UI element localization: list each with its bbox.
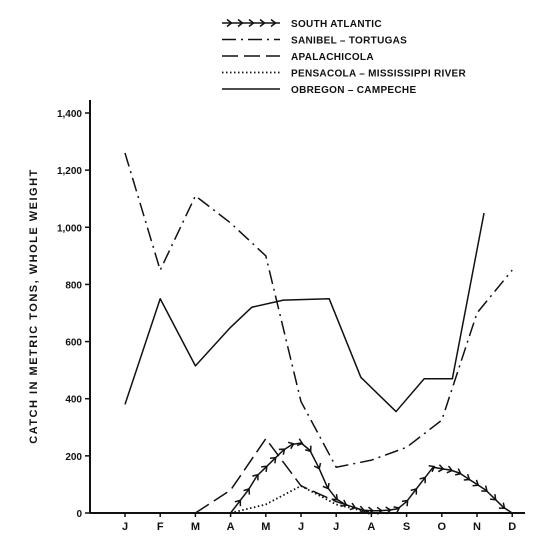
series-marker-0: [313, 462, 322, 470]
x-tick-label: A: [227, 521, 235, 533]
series-marker-0: [261, 465, 268, 472]
series-marker-0: [234, 499, 242, 507]
y-tick-label: 200: [65, 452, 82, 463]
series-line-3: [230, 484, 372, 514]
x-tick-label: M: [261, 521, 270, 533]
series-line-0: [230, 442, 513, 514]
series-marker-0: [376, 506, 383, 515]
series-line-2: [194, 437, 372, 514]
series-marker-0: [419, 476, 426, 484]
legend-marker: [226, 18, 233, 28]
axes: 0 200 400 600 800 1,000 1,200 1,400 J F M A M J J A S O N D…: [28, 100, 525, 533]
series-line-4: [124, 212, 485, 413]
legend: SOUTH ATLANTIC SANIBEL – TORTUGAS APALACHI…: [222, 18, 467, 96]
series-marker-0: [367, 506, 375, 515]
x-tick-label: D: [508, 521, 516, 533]
series-marker-0: [463, 473, 471, 481]
series-marker-0: [331, 494, 339, 501]
series-marker-0: [287, 441, 295, 450]
y-tick-label: 600: [65, 338, 82, 349]
series-marker-0: [428, 464, 436, 473]
series-marker-0: [437, 464, 445, 473]
y-tick-label: 1,400: [57, 109, 82, 120]
series-group: [124, 152, 513, 515]
series-marker-0: [481, 485, 488, 492]
legend-marker: [248, 18, 255, 28]
series-marker-0: [410, 487, 418, 495]
y-tick-label: 800: [65, 280, 82, 291]
y-axis-label: CATCH IN METRIC TONS, WHOLE WEIGHT: [28, 168, 40, 443]
series-marker-0: [393, 506, 401, 514]
x-tick-label: F: [157, 521, 164, 533]
x-tick-label: J: [122, 521, 128, 533]
x-tick-label: J: [298, 521, 304, 533]
series-marker-0: [498, 502, 506, 510]
y-tick-label: 0: [76, 509, 82, 520]
legend-label-3: PENSACOLA – MISSISSIPPI RIVER: [291, 69, 467, 80]
series-marker-0: [278, 448, 286, 455]
x-tick-label: M: [191, 521, 200, 533]
x-tick-label: S: [403, 521, 410, 533]
series-marker-0: [401, 499, 409, 507]
legend-label-1: SANIBEL – TORTUGAS: [291, 36, 407, 47]
series-marker-0: [446, 465, 454, 474]
series-marker-0: [304, 445, 312, 453]
legend-label-4: OBREGON – CAMPECHE: [291, 85, 416, 96]
x-tick-label: J: [333, 521, 339, 533]
series-marker-0: [472, 479, 480, 487]
legend-label-0: SOUTH ATLANTIC: [291, 19, 382, 30]
series-marker-0: [489, 494, 497, 501]
series-marker-0: [243, 487, 251, 495]
legend-marker: [259, 18, 266, 28]
y-tick-label: 1,200: [57, 166, 82, 177]
series-marker-0: [385, 506, 392, 515]
legend-label-2: APALACHICOLA: [291, 52, 374, 63]
series-marker-0: [322, 482, 330, 490]
x-tick-label: A: [367, 521, 375, 533]
series-marker-0: [296, 438, 304, 447]
x-tick-label: O: [438, 521, 447, 533]
legend-marker: [270, 18, 277, 28]
y-tick-label: 400: [65, 395, 82, 406]
series-line-1: [124, 152, 513, 469]
legend-marker: [237, 18, 244, 28]
y-tick-label: 1,000: [57, 223, 82, 234]
x-tick-label: N: [473, 521, 481, 533]
series-marker-0: [455, 468, 462, 476]
series-marker-0: [252, 473, 259, 481]
series-marker-0: [269, 456, 277, 464]
